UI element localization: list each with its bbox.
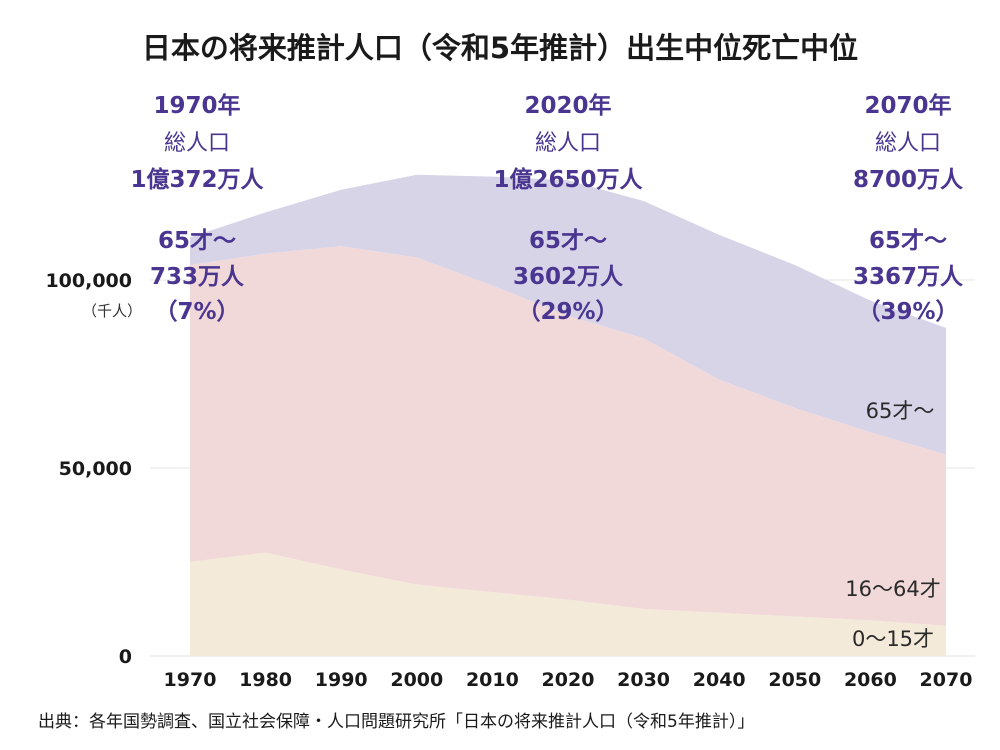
- y-tick-label: 50,000: [59, 458, 132, 480]
- annotation-label: 総人口: [535, 131, 601, 156]
- annotation-elderly: 733万人: [150, 264, 245, 290]
- x-tick-label: 2040: [693, 669, 746, 691]
- area-layer: [190, 174, 946, 656]
- series-label: 65才〜: [866, 399, 935, 423]
- annotation-elderly-label: 65才〜: [158, 228, 236, 254]
- x-tick-label: 2030: [617, 669, 670, 691]
- x-tick-label: 2070: [920, 669, 973, 691]
- series-labels: 0〜15才 16〜64才 65才〜: [845, 399, 940, 651]
- x-tick-label: 2010: [466, 669, 519, 691]
- annotation-total: 1億2650万人: [493, 166, 643, 193]
- annotation-pct: （39%）: [857, 298, 958, 325]
- y-tick-label: 0: [119, 646, 132, 668]
- annotation-year: 2070年: [864, 92, 951, 119]
- x-tick-label: 1970: [164, 669, 217, 691]
- annotation-elderly: 3367万人: [853, 264, 964, 290]
- x-tick-label: 2020: [542, 669, 595, 691]
- annotation-total: 1億372万人: [130, 166, 264, 193]
- series-label: 16〜64才: [845, 577, 940, 601]
- x-axis: 1970 1980 1990 2000 2010 2020 2030 2040 2050 2060…: [164, 669, 973, 691]
- y-tick-label: 100,000: [45, 270, 132, 292]
- area-age-0-15: [190, 552, 946, 656]
- chart-title: 日本の将来推計人口（令和5年推計）出生中位死亡中位: [142, 31, 858, 65]
- x-tick-label: 2000: [390, 669, 443, 691]
- area-age-16-64: [190, 246, 946, 626]
- annotation-elderly: 3602万人: [513, 264, 624, 290]
- annotation-elderly-label: 65才〜: [869, 228, 947, 254]
- annotation-year: 2020年: [524, 92, 611, 119]
- x-tick-label: 1980: [239, 669, 292, 691]
- annotation-total: 8700万人: [853, 167, 964, 193]
- area-age-65-plus: [190, 174, 946, 455]
- annotation-year: 1970年: [153, 92, 240, 119]
- annotation-elderly-label: 65才〜: [529, 228, 607, 254]
- x-tick-label: 2050: [768, 669, 821, 691]
- annotation-pct: （7%）: [154, 298, 239, 325]
- x-tick-label: 1990: [315, 669, 368, 691]
- annotation-label: 総人口: [164, 131, 230, 156]
- annotation-pct: （29%）: [517, 298, 618, 325]
- source-note: 出典：各年国勢調査、国立社会保障・人口問題研究所「日本の将来推計人口（令和5年推…: [38, 712, 754, 732]
- annotation-label: 総人口: [875, 131, 941, 156]
- y-unit-label: （千人）: [82, 302, 142, 320]
- series-label: 0〜15才: [852, 627, 934, 651]
- y-axis: 0 50,000 100,000: [45, 270, 132, 668]
- x-tick-label: 2060: [844, 669, 897, 691]
